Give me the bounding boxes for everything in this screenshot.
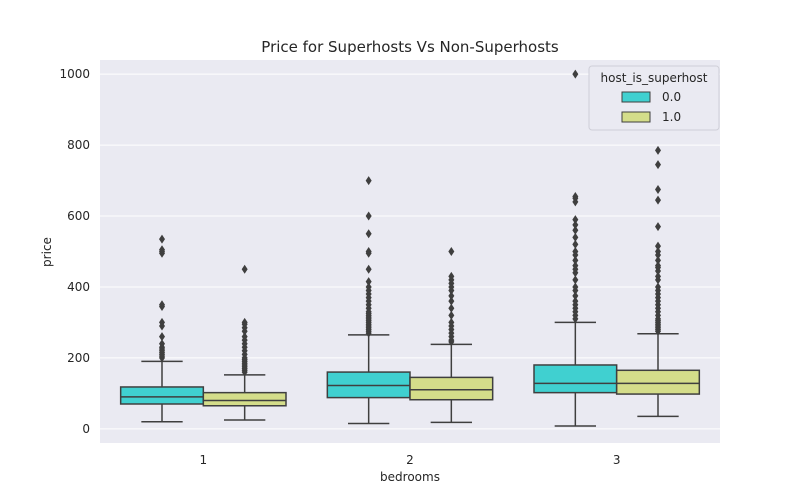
- legend-entries: 0.01.0: [621, 90, 681, 124]
- outlier-point: [365, 282, 372, 292]
- box: [409, 376, 494, 401]
- outlier-point: [655, 271, 661, 281]
- x-tick-label: 1: [200, 453, 208, 467]
- outlier-point: [572, 291, 579, 301]
- outlier-point: [365, 176, 372, 186]
- legend: host_is_superhost 0.01.0: [588, 65, 720, 131]
- outlier-point: [655, 247, 661, 256]
- outlier-point: [365, 229, 372, 239]
- outlier-point: [572, 192, 579, 202]
- outlier-point: [655, 241, 661, 251]
- outlier-point: [572, 239, 579, 249]
- x-tick-label: 3: [613, 453, 621, 467]
- outlier-point: [365, 264, 372, 274]
- outlier-point: [159, 317, 165, 327]
- outlier-point: [655, 145, 661, 155]
- x-axis-label: bedrooms: [380, 470, 440, 484]
- outlier-point: [572, 275, 579, 285]
- box-group: [119, 234, 205, 423]
- box: [119, 386, 205, 405]
- y-tick-label: 600: [67, 209, 90, 223]
- box-group: [615, 145, 701, 418]
- outlier-point: [655, 255, 661, 265]
- outlier-point: [448, 296, 455, 306]
- outlier-point: [448, 310, 455, 320]
- outlier-point: [448, 317, 455, 327]
- outlier-point: [572, 296, 579, 306]
- outlier-point: [572, 69, 579, 79]
- y-tick-label: 1000: [59, 67, 90, 81]
- x-tick-label: 2: [406, 453, 414, 467]
- legend-swatch: [621, 91, 651, 103]
- outlier-point: [572, 261, 579, 271]
- box-group: [326, 176, 411, 425]
- outlier-point: [572, 215, 579, 225]
- outlier-point: [159, 300, 165, 310]
- outlier-point: [448, 291, 455, 301]
- box: [202, 391, 287, 407]
- outlier-point: [241, 264, 248, 274]
- box: [615, 369, 701, 395]
- outlier-point: [572, 255, 579, 265]
- outlier-point: [655, 160, 661, 170]
- outlier-point: [655, 222, 661, 232]
- y-tick-labels: 0 200 400 600 800 1000: [59, 67, 90, 436]
- legend-label: 0.0: [662, 90, 681, 104]
- box-group: [409, 247, 494, 424]
- outlier-point: [365, 247, 372, 256]
- outlier-point: [655, 195, 661, 205]
- legend-label: 1.0: [662, 110, 681, 124]
- legend-title: host_is_superhost: [601, 71, 708, 85]
- outlier-point: [365, 211, 372, 221]
- y-tick-label: 200: [67, 351, 90, 365]
- box-group: [202, 264, 287, 421]
- legend-swatch: [621, 111, 651, 123]
- y-tick-label: 0: [82, 422, 90, 436]
- outlier-point: [572, 225, 579, 235]
- outlier-point: [655, 261, 661, 271]
- outlier-point: [159, 234, 165, 244]
- box: [533, 364, 618, 394]
- outlier-point: [159, 332, 165, 342]
- outlier-point: [448, 271, 455, 281]
- outlier-point: [365, 277, 372, 287]
- box-group: [533, 69, 618, 427]
- outlier-point: [241, 332, 248, 342]
- outlier-point: [655, 282, 661, 292]
- chart-title: Price for Superhosts Vs Non-Superhosts: [261, 38, 559, 56]
- outlier-point: [159, 339, 165, 349]
- outlier-point: [572, 247, 579, 256]
- outlier-point: [572, 232, 579, 242]
- x-tick-labels: 1 2 3: [200, 453, 621, 467]
- outlier-point: [572, 220, 579, 230]
- outlier-point: [448, 247, 455, 256]
- y-tick-label: 400: [67, 280, 90, 294]
- y-axis-label: price: [40, 237, 54, 267]
- outlier-point: [655, 184, 661, 194]
- outlier-point: [241, 317, 248, 327]
- boxes-layer: [119, 69, 701, 427]
- outlier-point: [159, 245, 165, 255]
- y-tick-label: 800: [67, 138, 90, 152]
- outlier-point: [572, 282, 579, 292]
- outlier-point: [448, 303, 455, 313]
